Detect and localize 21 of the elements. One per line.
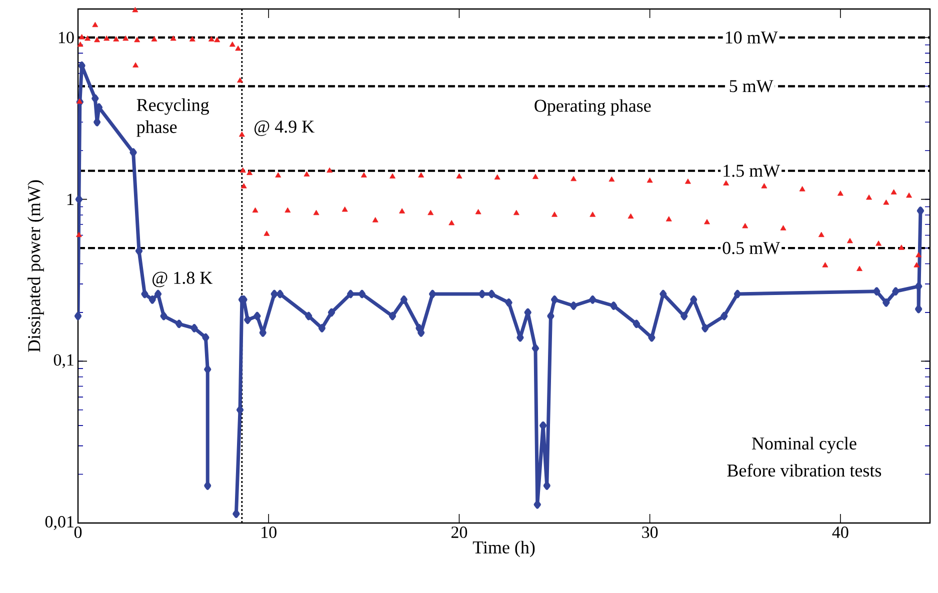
y-tick-label: 0,01 (45, 516, 74, 530)
x-tick-label: 0 (74, 526, 82, 538)
x-tick-label: 40 (832, 526, 848, 538)
ref-line-label: 5 mW (730, 80, 774, 92)
annotation: @ 4.9 K (254, 120, 314, 136)
annotation: Before vibration tests (727, 464, 882, 477)
ref-line-label: 1.5 mW (724, 164, 780, 177)
x-tick-label: 20 (451, 526, 468, 538)
y-tick-label: 0,1 (54, 354, 74, 368)
x-axis-title: Time (h) (472, 540, 535, 558)
ref-line-label: 10 mW (726, 31, 778, 44)
y-tick-label: 10 (58, 32, 74, 44)
ref-line-label: 0.5 mW (722, 242, 780, 254)
annotation: Nominal cycle (752, 436, 856, 454)
annotation: Operating phase (534, 99, 651, 116)
y-tick-label: 1 (67, 194, 74, 205)
y-axis-title: Dissipated power (mW) (28, 180, 44, 352)
annotation: @ 1.8 K (152, 272, 212, 288)
x-tick-label: 10 (262, 526, 276, 538)
x-tick-label: 30 (642, 526, 658, 538)
annotation: Recycling phase (136, 98, 209, 137)
